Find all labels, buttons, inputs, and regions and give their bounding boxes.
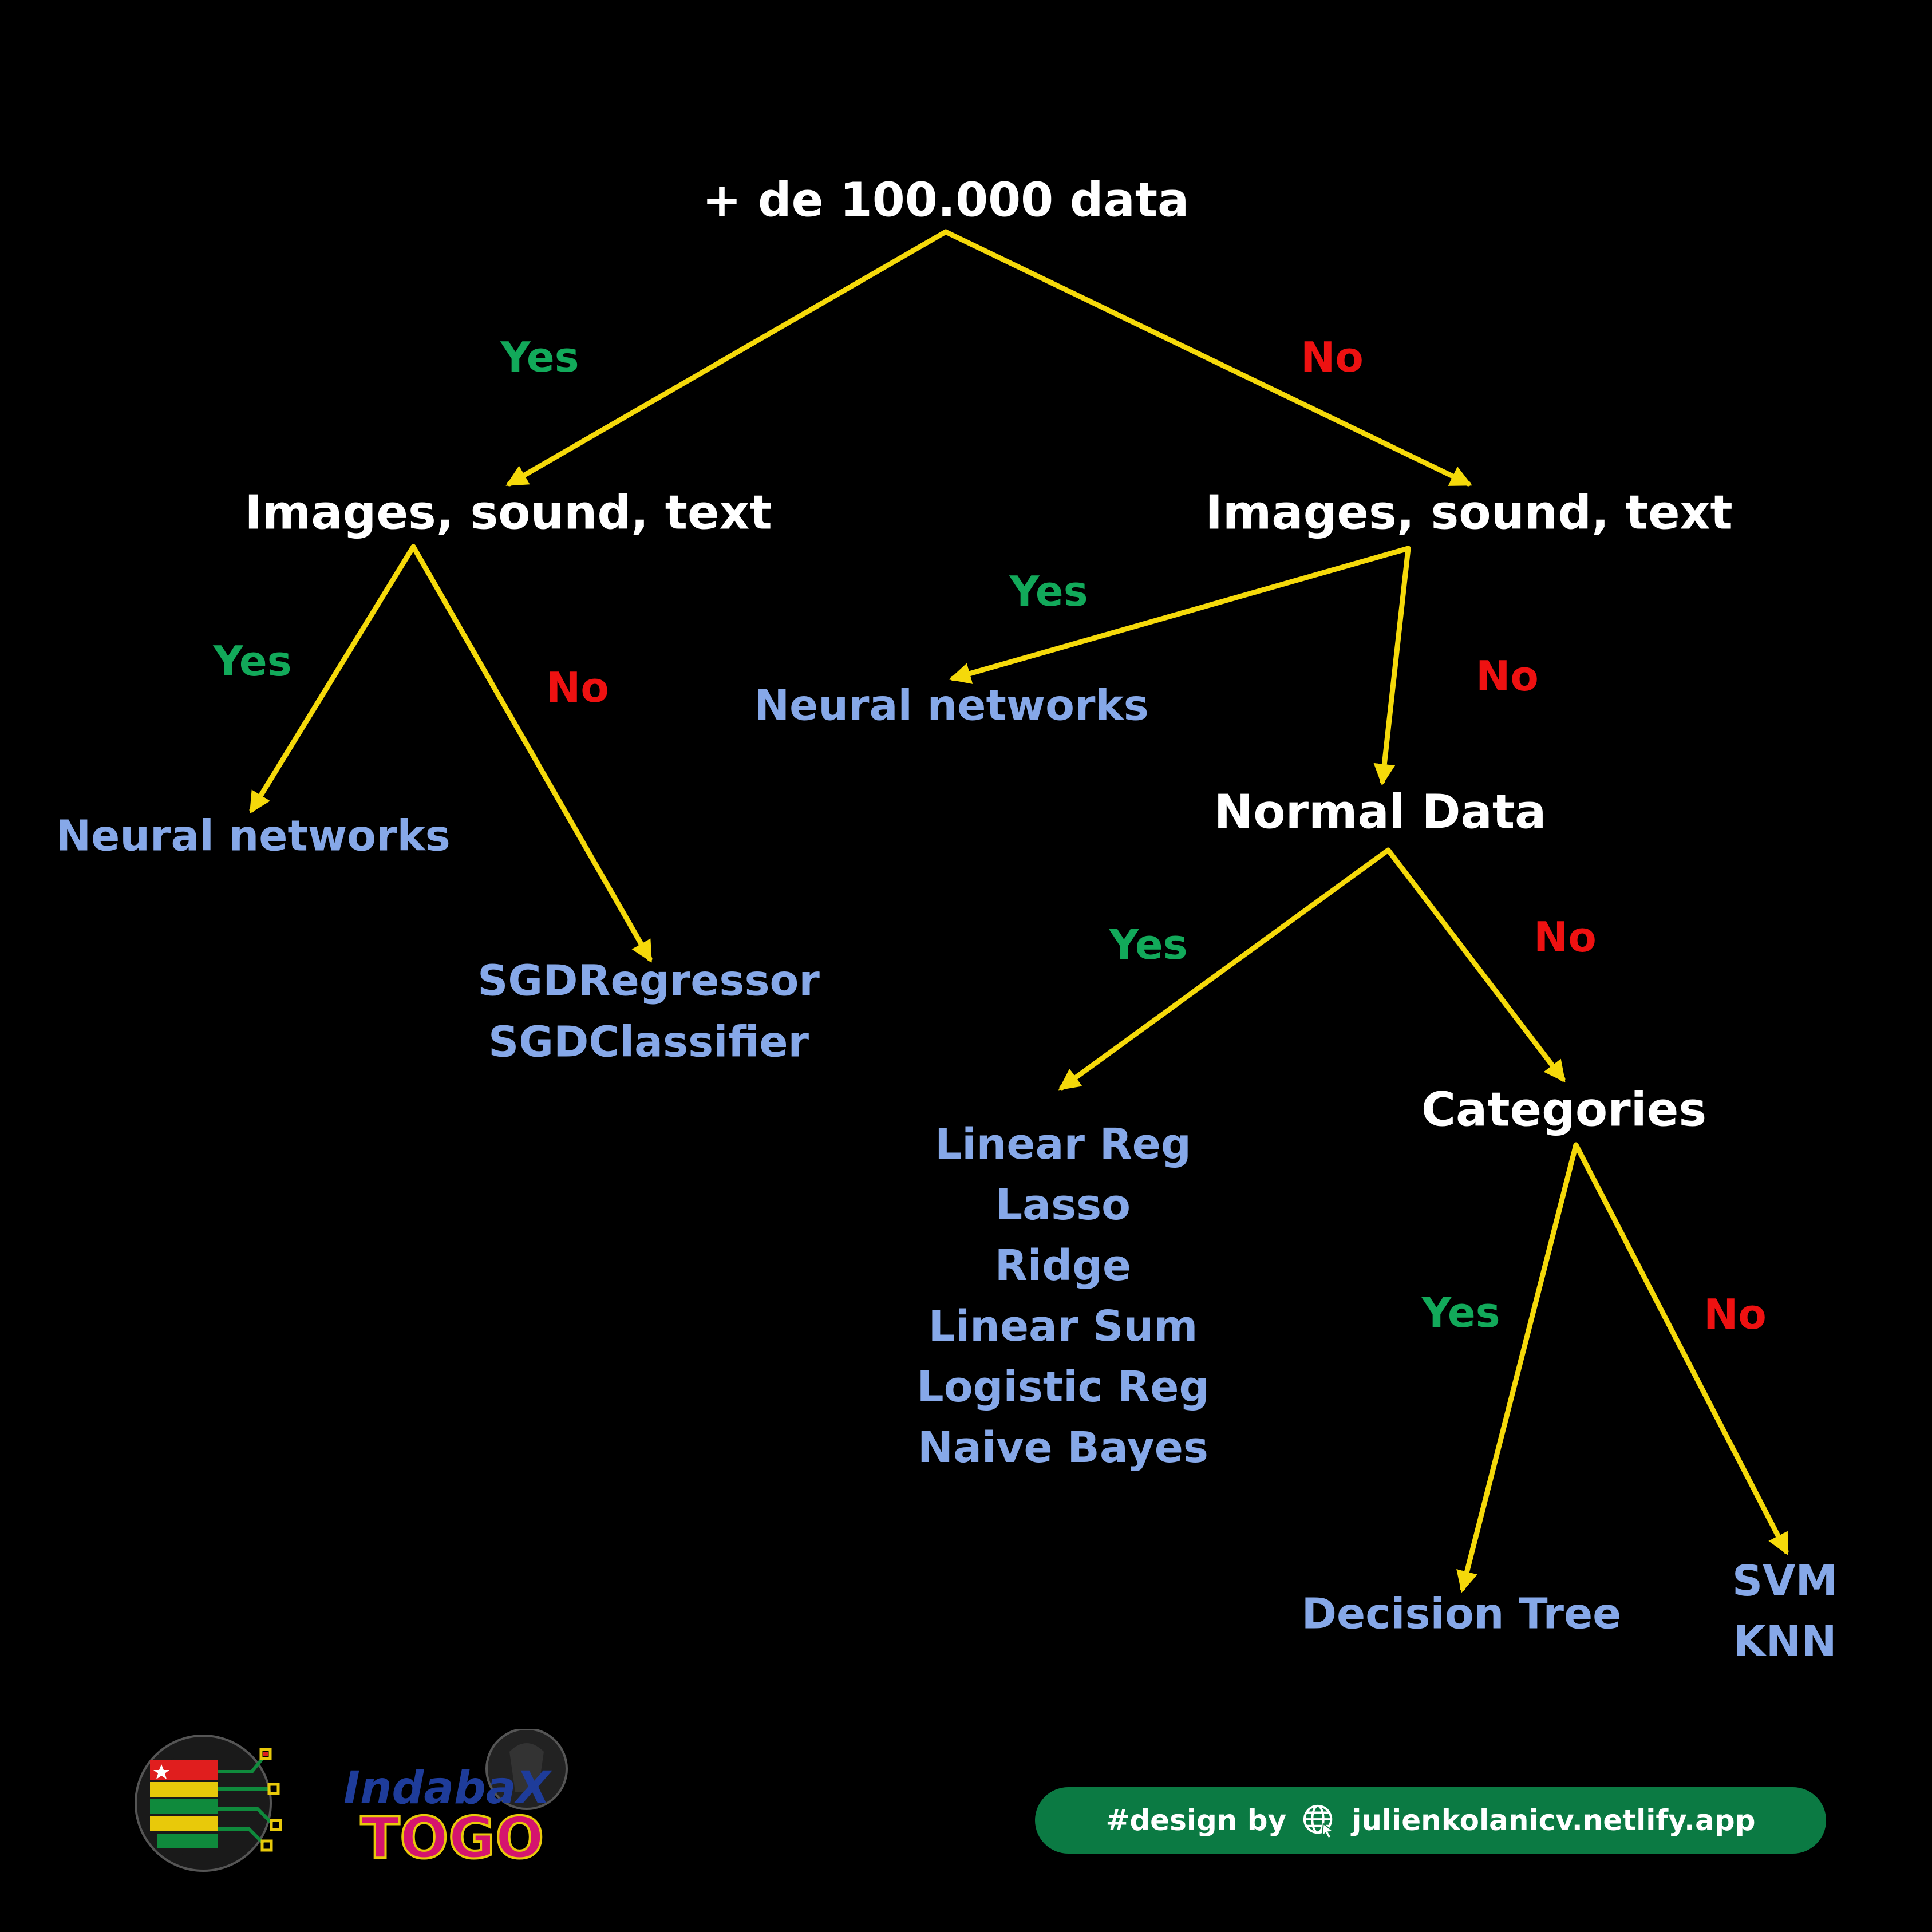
togo-ai-logo <box>135 1735 282 1872</box>
leaf-logistic-reg: Logistic Reg <box>916 1362 1210 1412</box>
edge-cat-no <box>1573 1142 1789 1555</box>
togo-text: TOGO <box>361 1804 544 1871</box>
edge-root-yes <box>505 229 949 487</box>
right-question: Images, sound, text <box>1205 485 1733 540</box>
leaf-decision-tree: Decision Tree <box>1301 1589 1622 1639</box>
credit-prefix: #design by <box>1105 1804 1287 1837</box>
indabax-togo-logo: IndabaX TOGO <box>343 1729 568 1872</box>
edge-normal-yes <box>1058 847 1391 1091</box>
leaf-sgd-models: SGDRegressor SGDClassifier <box>477 951 820 1074</box>
edge-normal-no <box>1385 847 1566 1083</box>
leaf-neural-networks-left: Neural networks <box>56 811 451 861</box>
categories-question: Categories <box>1421 1082 1707 1137</box>
normal-data-question: Normal Data <box>1214 785 1547 840</box>
credit-link[interactable]: julienkolanicv.netlify.app <box>1352 1804 1756 1837</box>
leaf-ridge: Ridge <box>994 1241 1132 1290</box>
edge-right-yes <box>949 546 1411 684</box>
edge-left-no <box>410 544 653 963</box>
no-label-categories: No <box>1704 1290 1767 1338</box>
yes-label-categories: Yes <box>1421 1289 1500 1337</box>
leaf-linear-models: Linear Reg Lasso Ridge Linear Sum Logist… <box>917 1114 1210 1478</box>
edge-left-yes <box>249 544 416 814</box>
globe-icon <box>1303 1804 1335 1838</box>
design-credit-badge: #design by julienkolanicv.netlify.app <box>1035 1787 1826 1854</box>
no-label-right: No <box>1476 652 1539 700</box>
no-label-left: No <box>546 663 609 712</box>
leaf-naive-bayes: Naive Bayes <box>918 1423 1208 1472</box>
edge-cat-yes <box>1456 1142 1579 1593</box>
leaf-linear-reg: Linear Reg <box>935 1120 1191 1169</box>
yes-label-left: Yes <box>213 637 292 685</box>
leaf-knn: KNN <box>1733 1617 1837 1666</box>
left-question: Images, sound, text <box>244 485 772 540</box>
yes-label-right: Yes <box>1009 567 1088 615</box>
indabax-text: IndabaX <box>343 1763 552 1814</box>
leaf-lasso: Lasso <box>995 1180 1131 1230</box>
leaf-svm: SVM <box>1732 1556 1838 1606</box>
yes-label-root: Yes <box>500 333 579 381</box>
edge-right-no <box>1373 546 1411 786</box>
leaf-sgd-regressor: SGDRegressor <box>477 956 820 1006</box>
yes-label-normal: Yes <box>1109 920 1188 969</box>
no-label-normal: No <box>1534 913 1597 961</box>
root-question: + de 100.000 data <box>702 173 1190 228</box>
leaf-svm-knn: SVM KNN <box>1732 1551 1838 1672</box>
edge-root-no <box>943 229 1472 487</box>
leaf-neural-networks-right: Neural networks <box>754 681 1149 730</box>
leaf-linear-sum: Linear Sum <box>928 1302 1198 1351</box>
leaf-sgd-classifier: SGDClassifier <box>488 1018 809 1067</box>
no-label-root: No <box>1301 333 1364 381</box>
